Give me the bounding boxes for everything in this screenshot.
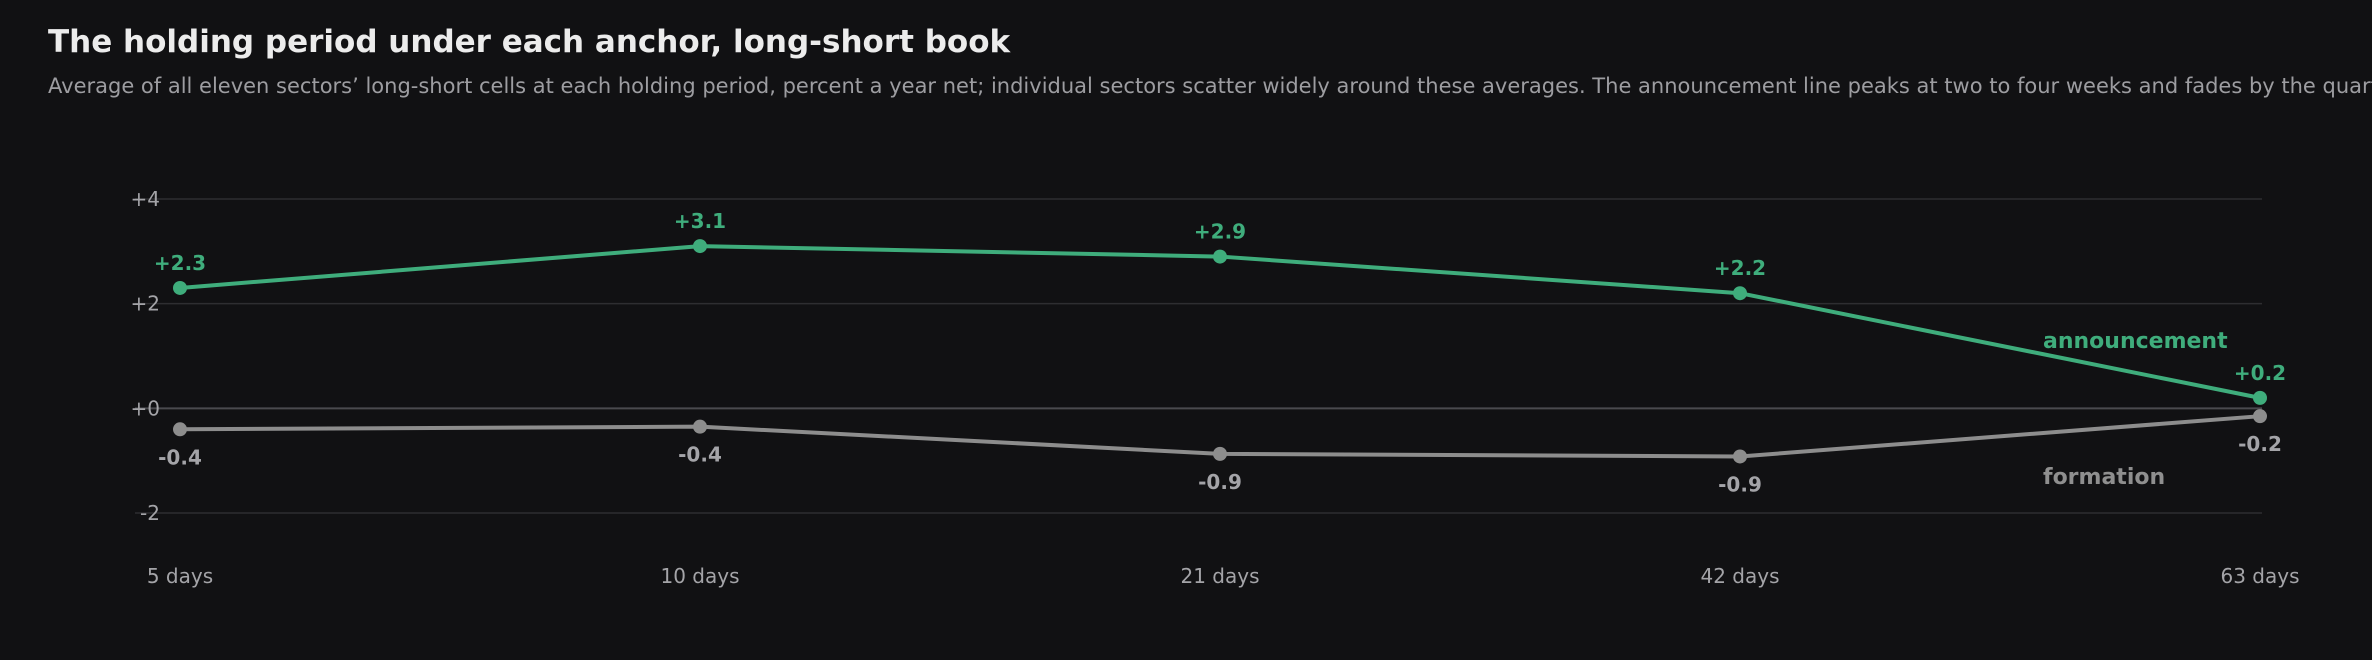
data-point: [2253, 390, 2267, 405]
data-label: -0.9: [1198, 470, 1242, 494]
data-point: [1213, 446, 1227, 461]
series-line-announcement: [178, 244, 2262, 400]
data-label: -0.2: [2238, 432, 2282, 456]
data-point: [173, 280, 187, 295]
y-tick-label: +0: [131, 396, 160, 420]
x-tick-label: 42 days: [1700, 564, 1779, 588]
chart-title: The holding period under each anchor, lo…: [48, 24, 1011, 60]
series-announcement: [173, 239, 2267, 405]
x-tick-label: 21 days: [1180, 564, 1259, 588]
y-axis-ticks: +4 +2 +0 -2: [131, 187, 160, 525]
data-point: [173, 422, 187, 437]
x-tick-label: 63 days: [2220, 564, 2299, 588]
y-tick-label: -2: [140, 501, 160, 525]
x-tick-label: 5 days: [147, 564, 213, 588]
data-point: [693, 419, 707, 434]
y-tick-label: +2: [131, 292, 160, 316]
y-tick-label: +4: [131, 187, 160, 211]
data-point: [1213, 249, 1227, 264]
x-axis-ticks: 5 days 10 days 21 days 42 days 63 days: [147, 564, 2300, 588]
data-label: +2.9: [1194, 220, 1246, 244]
series-name-label: announcement: [2043, 329, 2228, 354]
series: [173, 239, 2267, 464]
data-point: [693, 239, 707, 254]
series-formation: [173, 409, 2267, 464]
data-label: +0.2: [2234, 361, 2286, 385]
series-name-label: formation: [2043, 465, 2165, 490]
data-point: [1733, 449, 1747, 464]
gridlines: [135, 198, 2262, 514]
data-label: +2.3: [154, 251, 206, 275]
chart-subtitle: Average of all eleven sectors’ long-shor…: [48, 74, 2372, 98]
data-label: +2.2: [1714, 256, 1766, 280]
data-label: -0.4: [678, 443, 722, 467]
data-point: [1733, 286, 1747, 301]
data-label: -0.4: [158, 445, 202, 469]
data-point: [2253, 409, 2267, 424]
data-label: +3.1: [674, 209, 726, 233]
data-label: -0.9: [1718, 472, 1762, 496]
x-tick-label: 10 days: [660, 564, 739, 588]
